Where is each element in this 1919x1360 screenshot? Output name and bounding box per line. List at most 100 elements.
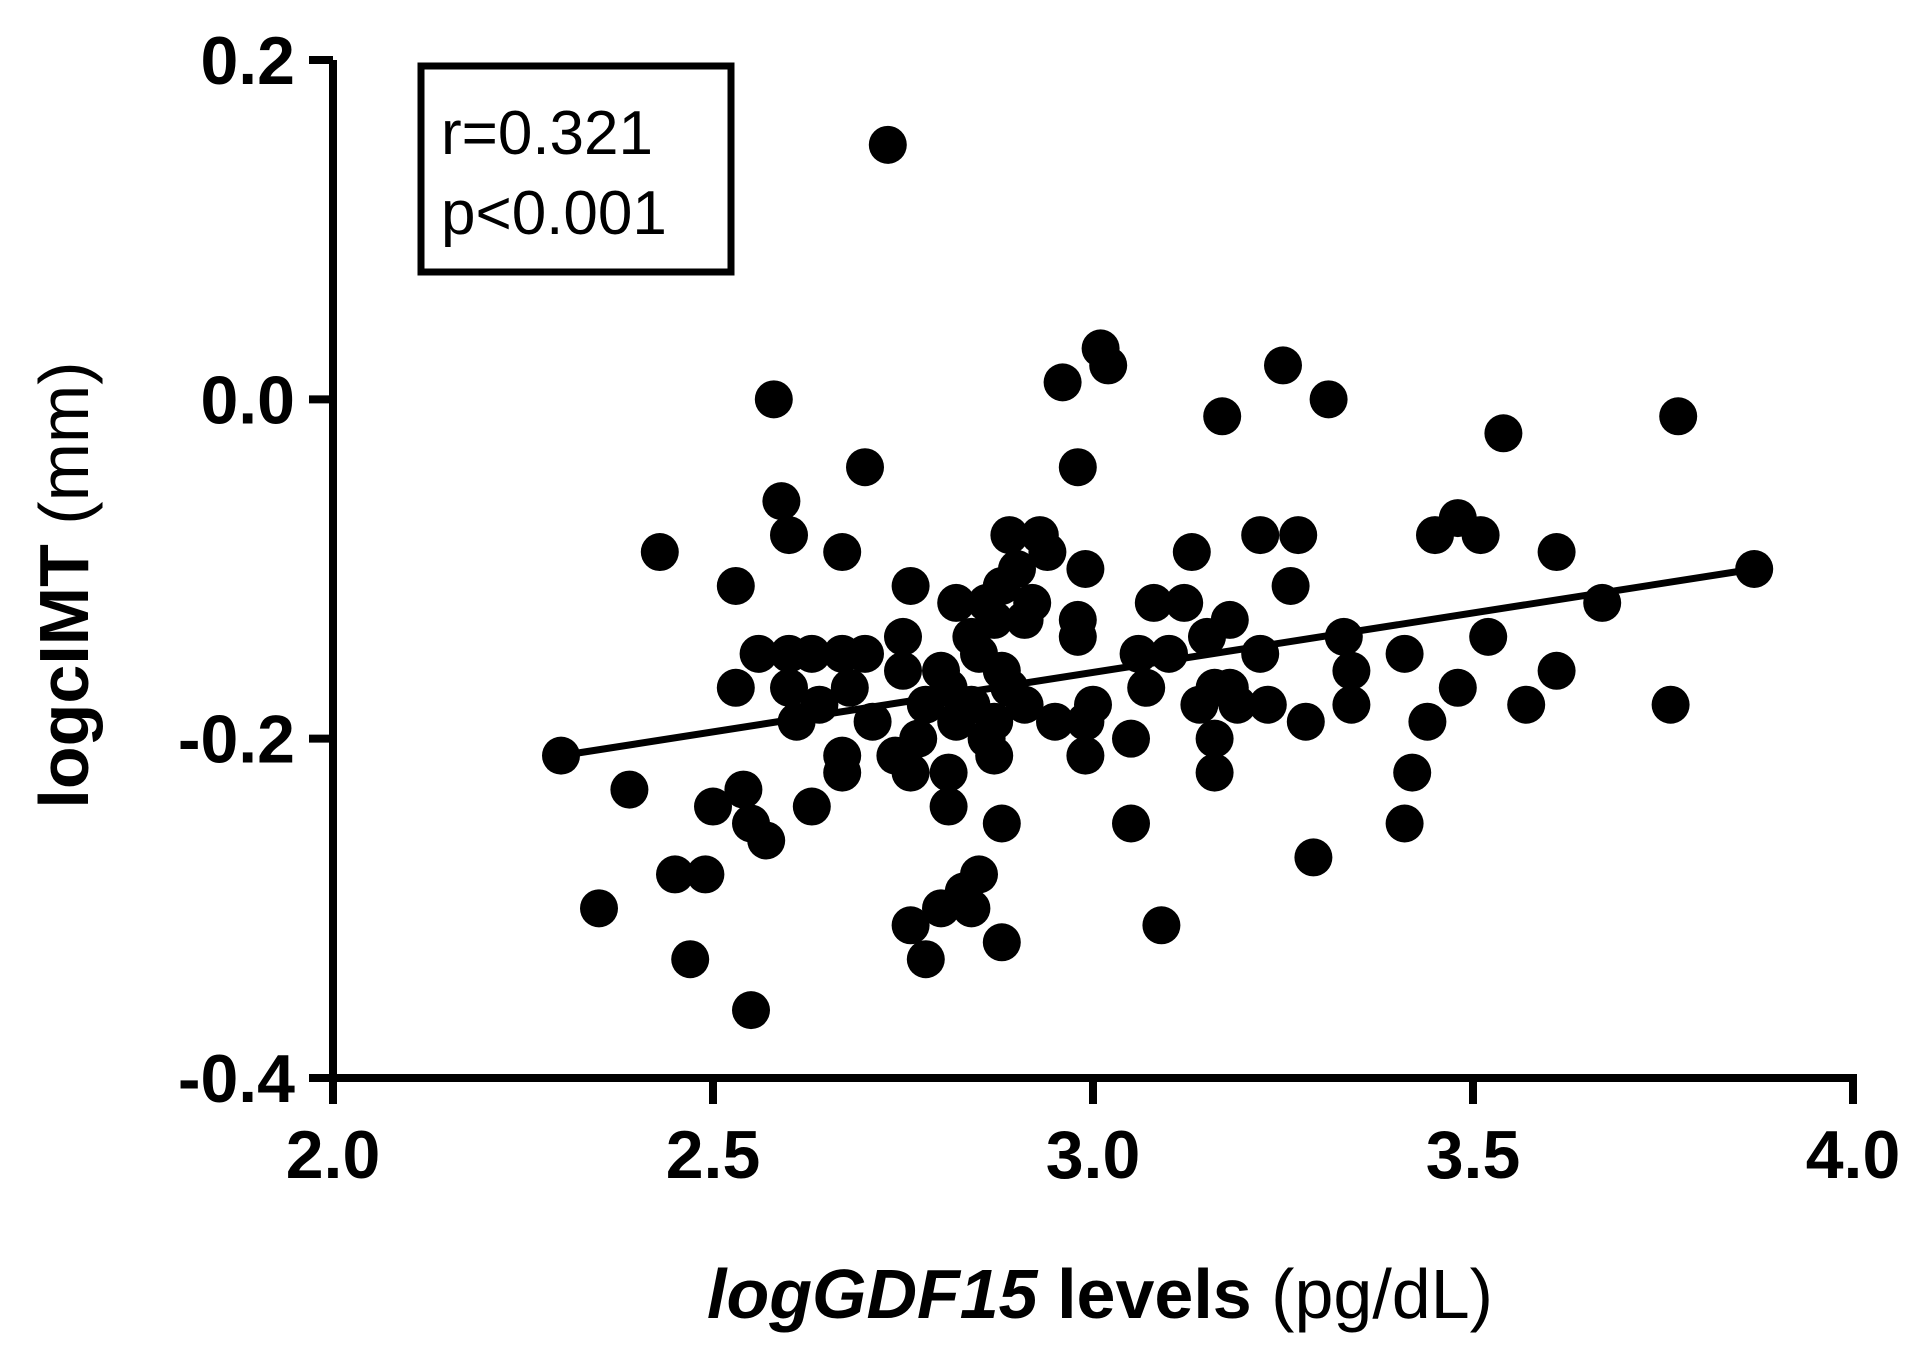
data-point: [1408, 702, 1447, 741]
y-tick-label: -0.2: [178, 702, 295, 778]
data-point: [686, 855, 725, 894]
data-point: [853, 702, 892, 741]
data-point: [1058, 448, 1097, 487]
data-point: [1248, 685, 1287, 724]
data-point: [610, 770, 649, 809]
data-point: [640, 533, 679, 572]
data-point: [724, 770, 763, 809]
y-axis-title-unit: (mm): [25, 361, 103, 544]
data-point: [1172, 533, 1211, 572]
stats-box: r=0.321 p<0.001: [417, 62, 735, 276]
data-point: [1043, 363, 1082, 402]
data-point: [830, 668, 869, 707]
data-point: [1165, 583, 1204, 622]
data-points: [542, 125, 1774, 1030]
data-point: [1393, 753, 1432, 792]
data-point: [891, 566, 930, 605]
data-point: [1241, 516, 1280, 555]
regression-line: [557, 565, 1758, 760]
data-point: [716, 566, 755, 605]
x-axis-title-unit: (pg/dL): [1252, 1255, 1493, 1333]
data-point: [1218, 685, 1257, 724]
data-point: [1241, 634, 1280, 673]
data-point: [922, 889, 960, 928]
data-point: [1537, 533, 1576, 572]
x-tick-label: 2.0: [286, 1117, 381, 1193]
data-point: [929, 753, 968, 792]
data-point: [694, 787, 732, 826]
data-point: [1112, 804, 1150, 843]
data-point: [990, 516, 1029, 555]
data-point: [792, 634, 831, 673]
data-point: [1385, 804, 1424, 843]
data-point: [891, 906, 930, 945]
data-point: [982, 804, 1021, 843]
x-axis-ticks: 2.0 2.5 3.0 3.5 4.0: [286, 1078, 1900, 1193]
data-point: [823, 753, 862, 792]
y-tick-label: 0.2: [200, 23, 295, 99]
data-point: [1142, 906, 1181, 945]
data-point: [1005, 685, 1044, 724]
data-point: [982, 923, 1021, 962]
data-point: [732, 991, 770, 1030]
data-point: [1385, 634, 1424, 673]
data-point: [975, 736, 1014, 775]
data-point: [1537, 651, 1576, 690]
data-point: [762, 482, 801, 521]
data-point: [1066, 702, 1105, 741]
data-point: [1461, 516, 1500, 555]
data-point: [929, 787, 968, 826]
data-point: [1195, 719, 1234, 758]
data-point: [1264, 346, 1302, 385]
data-point: [1195, 753, 1234, 792]
data-point: [952, 889, 991, 928]
data-point: [1279, 516, 1318, 555]
data-point: [739, 634, 778, 673]
data-point: [716, 668, 755, 707]
data-point: [937, 702, 976, 741]
data-point: [770, 516, 808, 555]
x-tick-label: 3.5: [1426, 1117, 1521, 1193]
data-point: [1309, 380, 1348, 419]
data-point: [937, 583, 976, 622]
data-point: [884, 617, 922, 656]
y-axis-title: logcIMT (mm): [25, 361, 103, 808]
data-point: [1028, 533, 1067, 572]
y-axis-ticks: 0.2 0.0 -0.2 -0.4: [178, 23, 333, 1117]
data-point: [1112, 719, 1150, 758]
data-point: [580, 889, 618, 928]
data-point: [1005, 600, 1044, 639]
data-point: [1484, 414, 1523, 453]
data-point: [1180, 685, 1219, 724]
data-point: [1332, 651, 1371, 690]
data-point: [1294, 838, 1333, 877]
r-value-label: r=0.321: [441, 99, 653, 168]
data-point: [1066, 550, 1105, 588]
data-point: [747, 821, 786, 860]
data-point: [1438, 668, 1477, 707]
data-point: [846, 448, 884, 487]
y-axis-title-bold: logcIMT: [25, 544, 103, 808]
data-point: [1271, 566, 1310, 605]
data-point: [891, 753, 930, 792]
data-point: [1089, 346, 1128, 385]
data-point: [1203, 397, 1242, 436]
x-axis-title-italic: logGDF15: [707, 1255, 1039, 1333]
data-point: [1058, 617, 1097, 656]
x-axis-title-bold: levels: [1038, 1255, 1252, 1333]
stats-box-border: [417, 62, 735, 276]
y-tick-label: -0.4: [178, 1041, 295, 1117]
data-point: [1134, 583, 1173, 622]
data-point: [846, 634, 884, 673]
data-point: [656, 855, 694, 894]
data-point: [1469, 617, 1508, 656]
x-tick-label: 2.5: [666, 1117, 761, 1193]
data-point: [1286, 702, 1325, 741]
data-point: [671, 940, 710, 979]
data-point: [770, 668, 808, 707]
x-axis-title: logGDF15 levels (pg/dL): [707, 1255, 1493, 1333]
p-value-label: p<0.001: [441, 179, 667, 248]
data-point: [1066, 736, 1105, 775]
data-point: [754, 380, 793, 419]
